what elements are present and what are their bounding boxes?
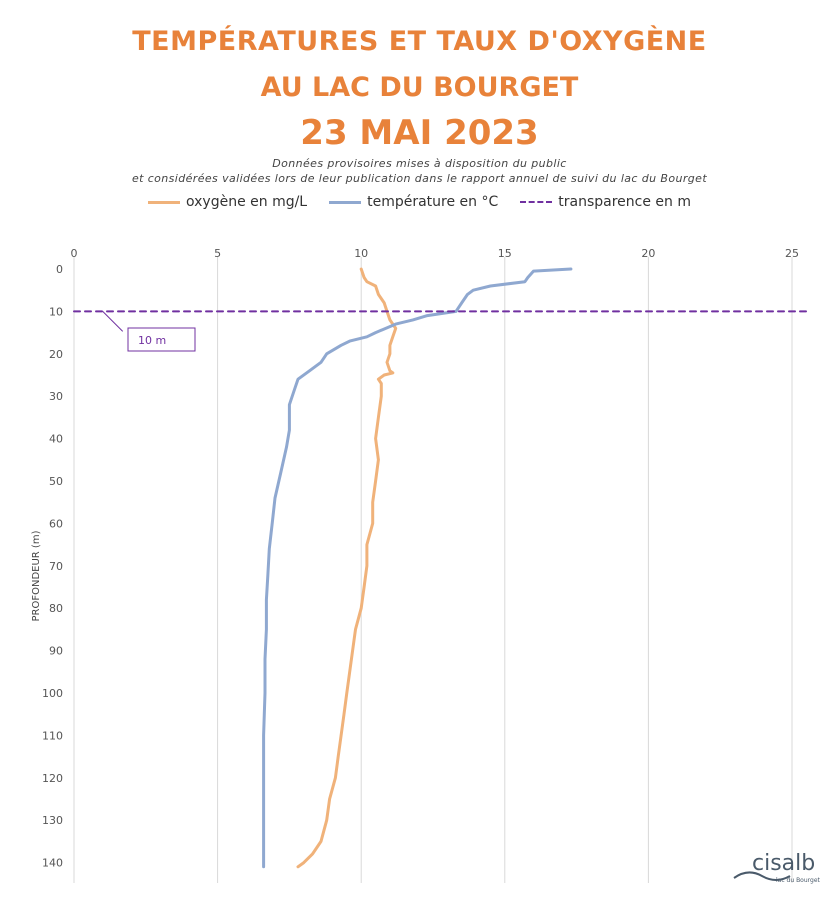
x-tick-label: 10 (354, 247, 368, 260)
temperature-series-line (262, 267, 573, 869)
y-tick-label: 0 (56, 263, 63, 276)
y-tick-label: 70 (49, 560, 63, 573)
annotation-label: 10 m (138, 334, 166, 347)
legend-label-temperature: température en °C (367, 194, 499, 210)
legend-label-transparency: transparence en m (558, 194, 692, 210)
y-tick-label: 10 (49, 305, 63, 318)
chart-title-line-1: TEMPÉRATURES ET TAUX D'OXYGÈNE (132, 26, 707, 57)
cisalb-logo: cisalb lac du Bourget (733, 851, 821, 884)
x-tick-label: 0 (71, 247, 78, 260)
y-tick-label: 100 (42, 687, 63, 700)
legend-item-oxygen: oxygène en mg/L (147, 194, 308, 210)
legend-swatch-oxygen (147, 200, 180, 204)
legend-swatch-transparency (520, 201, 553, 203)
x-tick-label: 5 (214, 247, 221, 260)
legend-item-temperature: température en °C (329, 194, 498, 210)
logo-tagline: lac du Bourget (776, 877, 821, 884)
y-tick-label: 20 (49, 348, 63, 361)
y-tick-label: 120 (42, 772, 63, 785)
y-tick-label: 30 (49, 390, 63, 403)
y-tick-label: 130 (42, 814, 63, 827)
y-axis-label: PROFONDEUR (m) (31, 530, 42, 621)
legend-label-oxygen: oxygène en mg/L (185, 194, 308, 210)
y-tick-label: 90 (49, 645, 63, 658)
legend-swatch-temperature (329, 200, 362, 204)
legend-item-transparency: transparence en m (520, 194, 691, 210)
chart-title-date: 23 MAI 2023 (300, 113, 539, 153)
x-tick-label: 20 (641, 247, 655, 260)
x-tick-label: 25 (785, 247, 799, 260)
oxygen-series-line (296, 267, 398, 869)
subtitle-line-1: Données provisoires mises à disposition … (272, 157, 567, 170)
y-tick-label: 80 (49, 602, 63, 615)
y-tick-label: 50 (49, 475, 63, 488)
y-tick-label: 40 (49, 433, 63, 446)
logo-wordmark: cisalb (752, 851, 815, 876)
y-tick-label: 110 (42, 729, 63, 742)
subtitle-line-2: et considérées validées lors de leur pub… (131, 172, 708, 185)
annotation-leader (102, 311, 124, 332)
y-tick-label: 140 (42, 857, 63, 870)
annotation-box (127, 327, 196, 352)
y-tick-label: 60 (49, 517, 63, 530)
chart-title-line-2: AU LAC DU BOURGET (260, 72, 579, 103)
legend: oxygène en mg/L température en °C transp… (0, 194, 839, 210)
x-tick-label: 15 (498, 247, 512, 260)
